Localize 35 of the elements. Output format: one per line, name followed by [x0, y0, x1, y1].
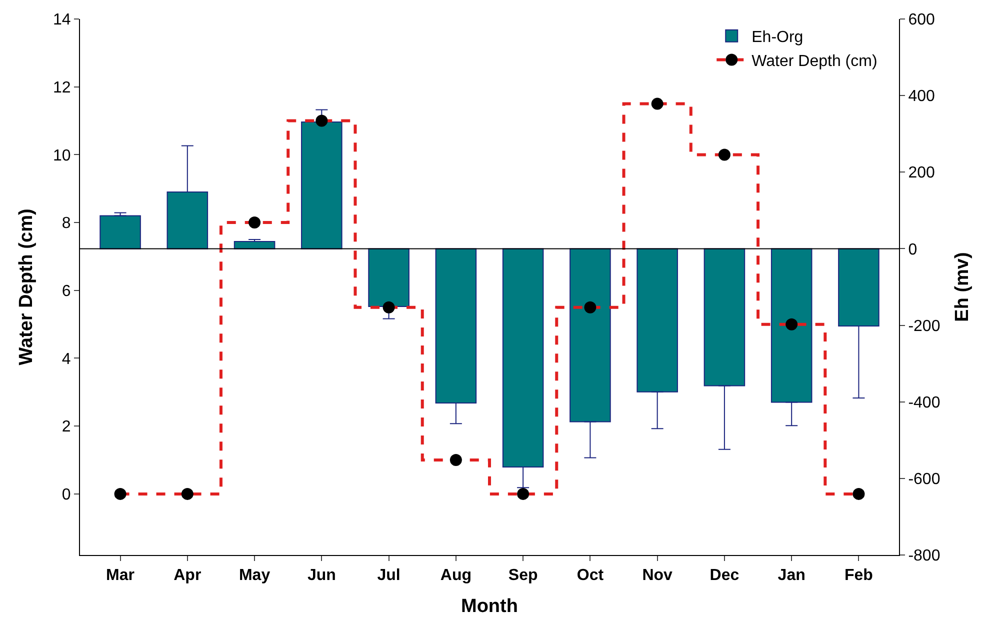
- y-tick-label: 0: [908, 241, 918, 258]
- x-tick-label: Jan: [778, 567, 806, 584]
- x-tick-label: Mar: [106, 567, 135, 584]
- x-tick-label: Dec: [710, 567, 740, 584]
- y2-tick-label: 8: [62, 215, 71, 232]
- bar: [368, 248, 410, 308]
- y2-tick-label: 10: [53, 147, 71, 164]
- x-tick-label: Sep: [508, 567, 538, 584]
- y2-tick-label: 12: [53, 79, 71, 96]
- x-tick-label: Aug: [440, 567, 472, 584]
- x-tick-label: May: [238, 567, 270, 584]
- y-tick-label: 600: [908, 12, 935, 29]
- x-tick-label: Oct: [576, 567, 604, 584]
- y-tick-label: -800: [908, 548, 940, 565]
- bar: [100, 215, 141, 250]
- x-tick-label: Feb: [844, 567, 874, 584]
- y-tick-label: 400: [908, 88, 935, 106]
- y-tick-label: -200: [908, 318, 940, 335]
- legend-label: Eh-Org: [752, 29, 804, 46]
- y2-tick-label: 4: [62, 350, 71, 368]
- y2-tick-label: 2: [62, 418, 71, 436]
- x-tick-label: Jun: [307, 567, 336, 584]
- y-tick-label: 200: [908, 164, 935, 182]
- y2-tick-label: 6: [62, 282, 71, 300]
- y2-tick-label: 0: [62, 486, 71, 504]
- x-tick-label: Apr: [174, 567, 202, 584]
- x-tick-label: Jul: [377, 567, 400, 584]
- y-tick-label: -400: [908, 394, 940, 412]
- legend-label: Water Depth (cm): [752, 52, 878, 70]
- y2-tick-label: 14: [53, 12, 71, 29]
- x-tick-label: Nov: [642, 567, 673, 584]
- y-axis-title: Eh (mv): [952, 252, 974, 322]
- y-tick-label: -600: [908, 471, 940, 488]
- x-axis-title: Month: [461, 596, 518, 617]
- y2-axis-title: Water Depth (cm): [16, 208, 37, 366]
